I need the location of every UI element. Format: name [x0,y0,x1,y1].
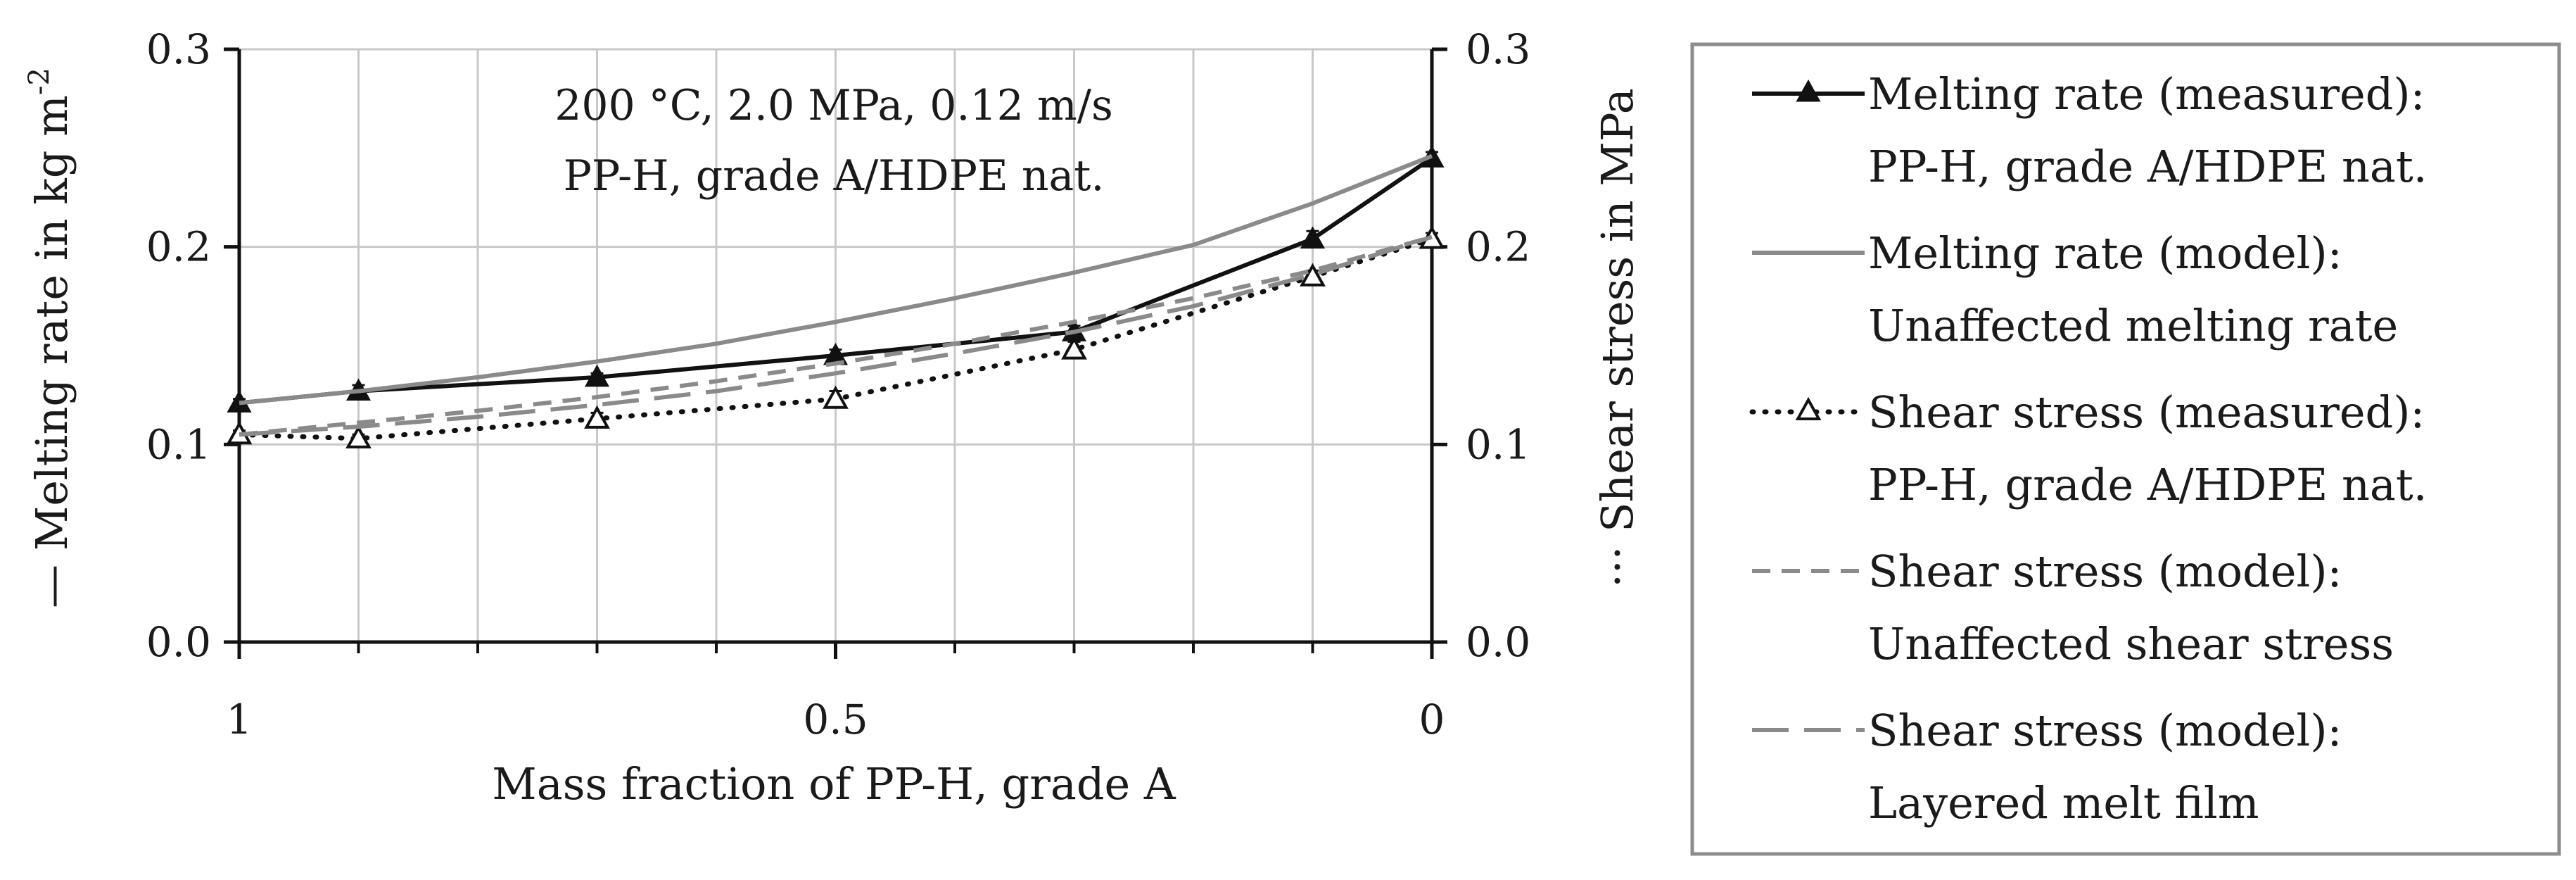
y2-tick-label: 0.2 [1466,223,1530,271]
legend-label: Shear stress (model): [1868,705,2342,756]
tick-labels: 0.0 0.1 0.2 0.3 0.0 0.1 0.2 0.3 1 0.5 0 [146,25,1531,743]
y2-tick-label: 0.3 [1466,25,1530,73]
legend: Melting rate (measured): PP-H, grade A/HD… [1690,42,2561,856]
y-tick-label: 0.2 [146,223,211,271]
legend-item-5: Shear stress (model): Layered melt film [1752,705,2342,829]
y-tick-label: 0.0 [146,618,211,666]
legend-label: Melting rate (model): [1868,227,2342,279]
legend-label: Unaffected melting rate [1868,300,2398,351]
data-point [345,425,372,448]
legend-item-4: Shear stress (model): Unaffected shear st… [1752,546,2394,670]
annotation-line-2: PP-H, grade A/HDPE nat. [564,151,1105,201]
legend-label: PP-H, grade A/HDPE nat. [1868,141,2428,192]
legend-frame [1690,42,2561,856]
data-point [584,364,610,387]
y-tick-label: 0.3 [146,25,211,73]
y-axis-title-superscript: -2 [23,68,56,95]
series-layer [226,145,1445,448]
y2-axis-title: ··· Shear stress in MPa [1592,88,1643,588]
y2-tick-label: 0.0 [1466,618,1530,666]
data-point [1300,263,1326,287]
plot-area: 0.0 0.1 0.2 0.3 0.0 0.1 0.2 0.3 1 0.5 0 [146,25,1531,743]
series-3 [226,225,1445,448]
legend-item-3: Shear stress (measured): PP-H, grade A/HD… [1749,386,2428,510]
x-tick-label: 0.5 [803,696,868,743]
y-axis-title-main: — Melting rate in kg m [26,95,77,608]
legend-marker [1795,396,1822,420]
x-tick-label: 1 [227,696,253,743]
y-tick-label: 0.1 [146,420,211,468]
legend-item-2: Melting rate (model): Unaffected melting … [1752,227,2398,351]
series-line [239,153,1433,406]
series-line [239,234,1433,437]
series-2 [239,153,1433,406]
data-point [823,385,849,409]
annotation-line-1: 200 °C, 2.0 MPa, 0.12 m/s [554,81,1113,130]
legend-item-1: Melting rate (measured): PP-H, grade A/HD… [1752,68,2428,192]
legend-label: Unaffected shear stress [1868,618,2394,670]
y2-tick-label: 0.1 [1466,420,1530,468]
legend-label: Melting rate (measured): [1868,68,2425,120]
legend-label: Shear stress (model): [1868,546,2342,597]
data-point [584,405,610,429]
legend-label: Layered melt film [1868,777,2259,829]
data-point [1300,226,1326,249]
x-axis-title: Mass fraction of PP-H, grade A [492,758,1176,810]
series-5 [239,234,1433,437]
series-line [239,234,1433,437]
legend-marker [1796,79,1821,102]
y-axis-title: — Melting rate in kg m-2 [23,68,77,608]
legend-label: PP-H, grade A/HDPE nat. [1868,459,2428,510]
series-4 [239,234,1433,437]
data-point [1061,336,1087,360]
x-tick-label: 0 [1419,696,1445,743]
legend-label: Shear stress (measured): [1868,386,2425,438]
